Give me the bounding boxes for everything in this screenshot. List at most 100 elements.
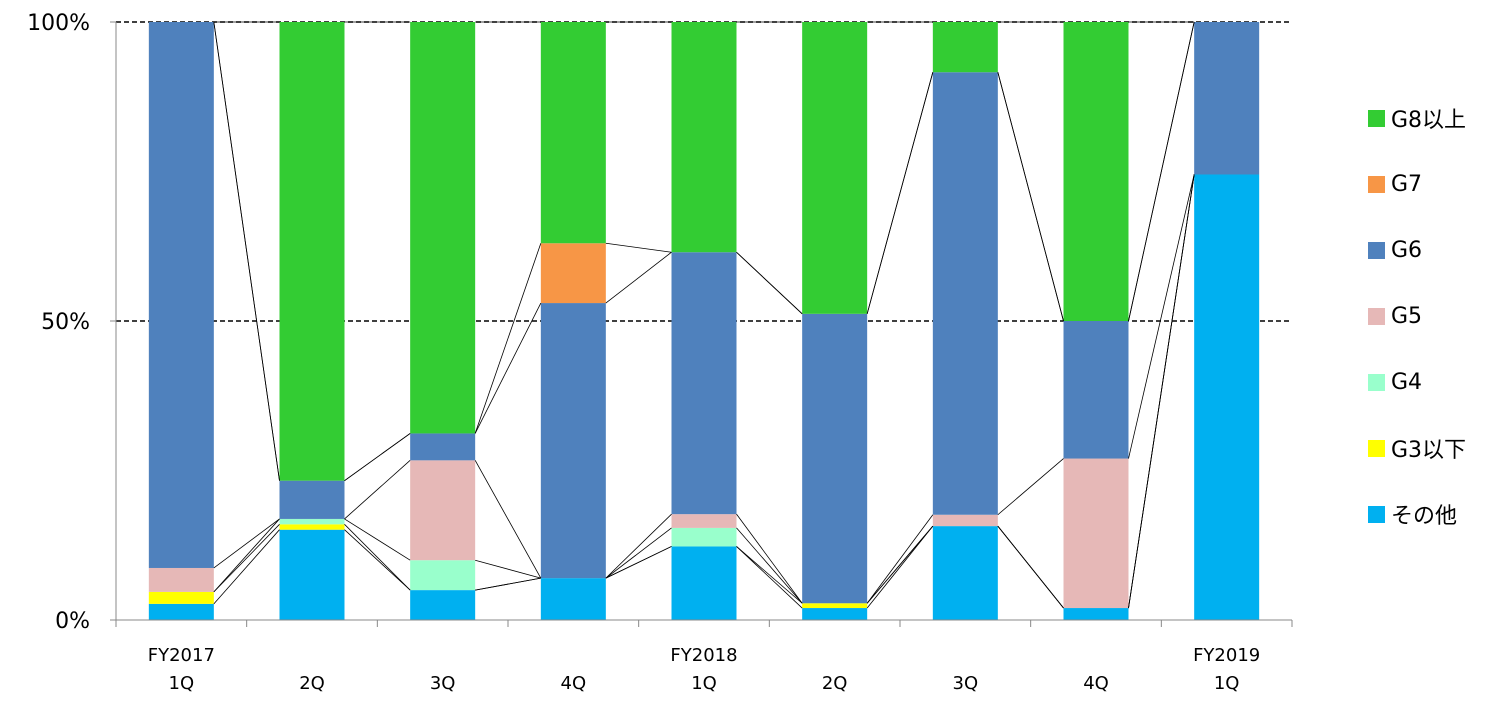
series-line: [736, 527, 803, 604]
series-line: [997, 525, 1064, 609]
legend-item: G4: [1368, 364, 1466, 400]
legend-label: G4: [1391, 369, 1423, 395]
bar-segment: [540, 303, 606, 579]
legend: G8以上 G7 G6 G5 G4 G3以下その他: [1368, 100, 1466, 562]
series-line: [344, 460, 411, 520]
bar-segment: [540, 243, 606, 304]
x-tick-labels: FY2017 1Q 2Q 3Q 4Q FY2018 1Q 2Q 3Q 4Q FY2019 1Q: [148, 645, 1261, 694]
legend-item: G8以上: [1368, 100, 1466, 136]
series-line: [736, 251, 803, 315]
series-line: [866, 525, 934, 609]
bar-segment: [148, 22, 214, 568]
bar-segment: [1194, 22, 1260, 175]
axes: [110, 21, 1293, 627]
bar-segment: [410, 590, 476, 620]
legend-label: G7: [1391, 171, 1423, 197]
legend-swatch: [1368, 109, 1385, 127]
x-tick-label: 4Q: [1083, 673, 1109, 694]
bar-segment: [802, 313, 868, 604]
series-line: [866, 72, 934, 314]
legend-swatch: [1368, 439, 1385, 457]
legend-swatch: [1368, 505, 1385, 523]
bar-segment: [279, 480, 345, 519]
y-tick-labels: 0% 50% 100%: [27, 11, 90, 634]
bar-segment: [279, 518, 345, 525]
bars: [148, 22, 1260, 621]
series-line: [475, 559, 541, 579]
bar-segment: [1063, 22, 1129, 321]
x-tick-label: 1Q: [691, 673, 717, 694]
series-line: [1128, 21, 1195, 322]
legend-item: G3以下: [1368, 430, 1466, 466]
bar-segment: [279, 524, 345, 530]
series-line: [605, 546, 672, 579]
x-tick-label: FY2019: [1193, 645, 1260, 666]
legend-swatch: [1368, 175, 1385, 193]
series-line: [736, 513, 803, 604]
legend-label: G6: [1391, 237, 1423, 263]
legend-swatch: [1368, 307, 1385, 325]
series-line: [213, 524, 280, 593]
legend-label: G3以下: [1391, 438, 1467, 463]
legend-item: G5: [1368, 298, 1466, 334]
legend-item: その他: [1368, 496, 1466, 532]
series-line: [605, 242, 672, 253]
y-tick-label: 0%: [55, 609, 90, 634]
series-line: [866, 514, 934, 604]
bar-segment: [1063, 321, 1129, 459]
series-line: [1128, 174, 1195, 459]
bar-segment: [932, 526, 998, 620]
x-tick-label: 1Q: [169, 673, 195, 694]
x-tick-label: 2Q: [299, 673, 325, 694]
bar-segment: [410, 560, 476, 591]
legend-label: G5: [1391, 303, 1423, 329]
series-line: [213, 529, 280, 605]
bar-segment: [279, 22, 345, 481]
series-line: [736, 546, 803, 609]
series-line: [736, 546, 803, 604]
bar-segment: [932, 72, 998, 515]
legend-item: G7: [1368, 166, 1466, 202]
legend-swatch: [1368, 373, 1385, 391]
bar-segment: [671, 546, 737, 620]
bar-segment: [148, 603, 214, 620]
x-tick-label: 4Q: [561, 673, 587, 694]
series-line: [997, 458, 1064, 516]
bar-segment: [148, 591, 214, 604]
series-line: [344, 529, 411, 591]
bar-segment: [410, 460, 476, 561]
bar-segment: [1063, 458, 1129, 609]
bar-segment: [932, 22, 998, 73]
bar-segment: [410, 22, 476, 434]
x-tick-label: 3Q: [953, 673, 979, 694]
x-tick-label: FY2018: [670, 645, 737, 666]
bar-segment: [540, 22, 606, 244]
series-line: [213, 518, 280, 569]
series-line: [475, 577, 541, 591]
series-line: [1128, 174, 1195, 609]
bar-segment: [671, 514, 737, 528]
bar-segment: [279, 529, 345, 620]
bar-segment: [671, 527, 737, 547]
x-tick-label: 2Q: [822, 673, 848, 694]
series-line: [997, 72, 1064, 322]
bar-segment: [932, 514, 998, 527]
legend-label: G8以上: [1391, 108, 1467, 133]
series-lines: [213, 21, 1195, 609]
series-line: [474, 302, 542, 434]
legend-item: G6: [1368, 232, 1466, 268]
series-line: [344, 524, 411, 591]
bar-segment: [540, 578, 606, 620]
x-tick-label: 3Q: [430, 673, 456, 694]
y-tick-label: 50%: [41, 310, 90, 335]
series-line: [344, 433, 411, 481]
bar-segment: [148, 567, 214, 592]
bar-segment: [671, 22, 737, 253]
series-line: [213, 518, 280, 593]
y-tick-label: 100%: [27, 11, 90, 36]
series-line: [605, 251, 672, 304]
legend-label: その他: [1391, 504, 1458, 529]
bar-segment: [802, 603, 868, 609]
